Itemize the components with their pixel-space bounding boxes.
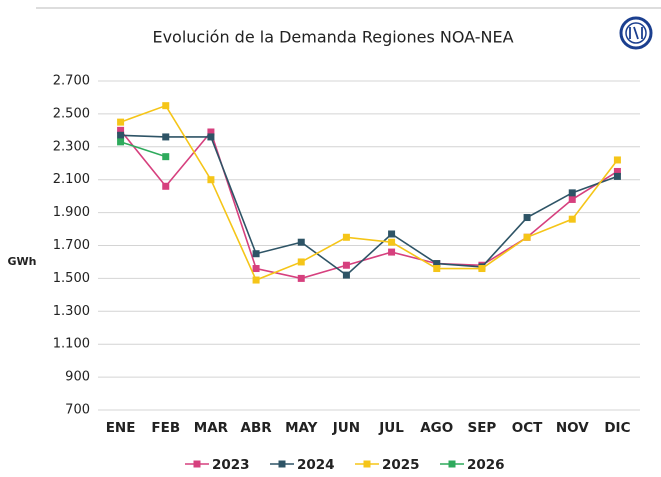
legend-marker <box>278 460 286 468</box>
data-point <box>117 131 125 139</box>
data-point <box>388 248 396 256</box>
series-line <box>120 134 618 277</box>
data-point <box>162 133 170 141</box>
data-point <box>162 153 170 161</box>
y-axis-label: GWh <box>8 255 37 268</box>
x-tick-label: NOV <box>556 420 589 436</box>
data-point <box>207 133 215 141</box>
logo <box>619 16 653 50</box>
y-tick-label: 1.700 <box>53 238 90 253</box>
series-line <box>120 104 619 282</box>
data-point <box>568 195 576 203</box>
x-tick-label: ABR <box>241 420 273 436</box>
data-point <box>117 118 125 126</box>
legend-marker <box>363 460 371 468</box>
data-point <box>342 261 350 269</box>
x-tick-label: JUN <box>332 420 360 436</box>
data-point <box>162 102 170 110</box>
y-tick-label: 2.300 <box>53 139 90 154</box>
y-tick-label: 1.100 <box>53 337 90 352</box>
x-tick-label: JUL <box>378 420 404 436</box>
data-point <box>523 214 531 222</box>
x-tick-label: OCT <box>512 420 543 436</box>
series-line <box>120 141 166 158</box>
data-point <box>297 258 305 266</box>
y-tick-label: 1.500 <box>53 271 90 286</box>
legend-label: 2026 <box>467 457 505 473</box>
data-point <box>297 274 305 282</box>
data-point <box>297 238 305 246</box>
legend-label: 2025 <box>382 457 420 473</box>
legend-marker <box>193 460 201 468</box>
x-tick-label: MAY <box>285 420 318 436</box>
x-tick-label: AGO <box>420 420 453 436</box>
series-line <box>119 129 618 280</box>
data-point <box>252 276 260 284</box>
y-tick-label: 2.500 <box>53 106 90 121</box>
y-tick-label: 2.700 <box>53 74 90 89</box>
y-tick-label: 900 <box>65 370 90 385</box>
legend-marker <box>448 460 456 468</box>
y-tick-label: 2.100 <box>53 172 90 187</box>
data-point <box>162 182 170 190</box>
legend-label: 2023 <box>212 457 250 473</box>
data-point <box>613 172 621 180</box>
y-tick-label: 700 <box>65 403 90 418</box>
data-point <box>207 128 215 136</box>
data-point <box>252 265 260 273</box>
x-tick-label: SEP <box>467 420 496 436</box>
data-point <box>478 265 486 273</box>
data-point <box>568 215 576 223</box>
data-point <box>207 176 215 184</box>
data-point <box>252 250 260 258</box>
y-tick-label: 1.900 <box>53 205 90 220</box>
x-tick-label: ENE <box>106 420 136 436</box>
data-point <box>117 126 125 134</box>
data-point <box>117 138 125 146</box>
data-point <box>613 167 621 175</box>
data-point <box>568 189 576 197</box>
x-tick-label: DIC <box>604 420 630 436</box>
data-point <box>433 260 441 268</box>
data-point <box>388 238 396 246</box>
chart-title: Evolución de la Demanda Regiones NOA-NEA <box>152 28 513 47</box>
data-point <box>388 230 396 238</box>
x-tick-label: FEB <box>151 420 180 436</box>
x-tick-label: MAR <box>194 420 229 436</box>
data-point <box>613 156 621 164</box>
legend-label: 2024 <box>297 457 335 473</box>
data-point <box>342 271 350 279</box>
y-tick-label: 1.300 <box>53 304 90 319</box>
data-point <box>523 233 531 241</box>
data-point <box>433 265 441 273</box>
data-point <box>342 233 350 241</box>
